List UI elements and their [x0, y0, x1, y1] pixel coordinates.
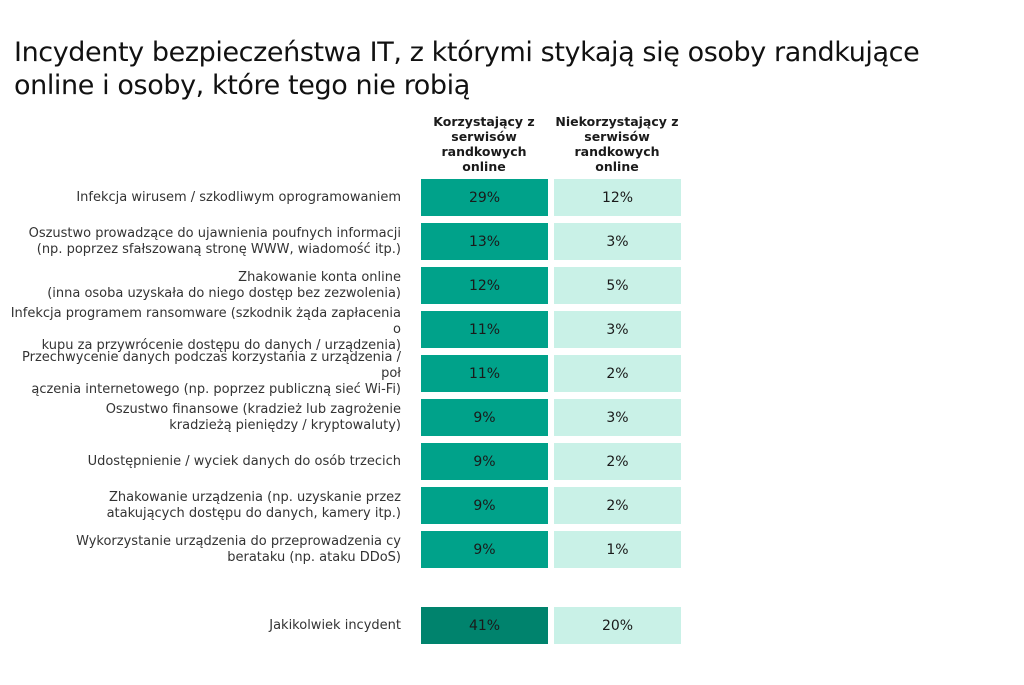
row-label: Udostępnienie / wyciek danych do osób tr…	[87, 453, 401, 469]
non-users-value-cell: 5%	[554, 267, 681, 304]
non-users-value-cell: 12%	[554, 179, 681, 216]
non-users-value-cell: 2%	[554, 487, 681, 524]
non-users-value-cell: 2%	[554, 355, 681, 392]
users-value-cell: 11%	[421, 311, 548, 348]
row-label: Infekcja wirusem / szkodliwym oprogramow…	[76, 189, 401, 205]
chart-title: Incydenty bezpieczeństwa IT, z którymi s…	[14, 37, 920, 101]
row-label: Infekcja programem ransomware (szkodnik …	[10, 305, 401, 353]
users-value-cell: 29%	[421, 179, 548, 216]
users-value-cell: 9%	[421, 399, 548, 436]
users-value-cell: 11%	[421, 355, 548, 392]
total-row-label: Jakikolwiek incydent	[269, 617, 401, 633]
users-value-cell: 9%	[421, 443, 548, 480]
column-header-non-users: Niekorzystający z serwisów randkowych on…	[555, 114, 679, 174]
users-value-cell: 9%	[421, 487, 548, 524]
non-users-value-cell: 3%	[554, 311, 681, 348]
users-value-cell: 9%	[421, 531, 548, 568]
total-non-users-value-cell: 20%	[554, 607, 681, 644]
row-label: Zhakowanie urządzenia (np. uzyskanie prz…	[106, 489, 401, 521]
row-label: Przechwycenie danych podczas korzystania…	[22, 349, 401, 397]
non-users-value-cell: 1%	[554, 531, 681, 568]
users-value-cell: 12%	[421, 267, 548, 304]
row-label: Oszustwo prowadzące do ujawnienia poufny…	[28, 225, 401, 257]
column-header-users: Korzystający z serwisów randkowych onlin…	[433, 114, 535, 174]
row-label: Zhakowanie konta online (inna osoba uzysk…	[47, 269, 401, 301]
row-label: Wykorzystanie urządzenia do przeprowadze…	[76, 533, 401, 565]
non-users-value-cell: 3%	[554, 399, 681, 436]
non-users-value-cell: 2%	[554, 443, 681, 480]
total-users-value-cell: 41%	[421, 607, 548, 644]
non-users-value-cell: 3%	[554, 223, 681, 260]
row-label: Oszustwo finansowe (kradzież lub zagroże…	[105, 401, 401, 433]
users-value-cell: 13%	[421, 223, 548, 260]
